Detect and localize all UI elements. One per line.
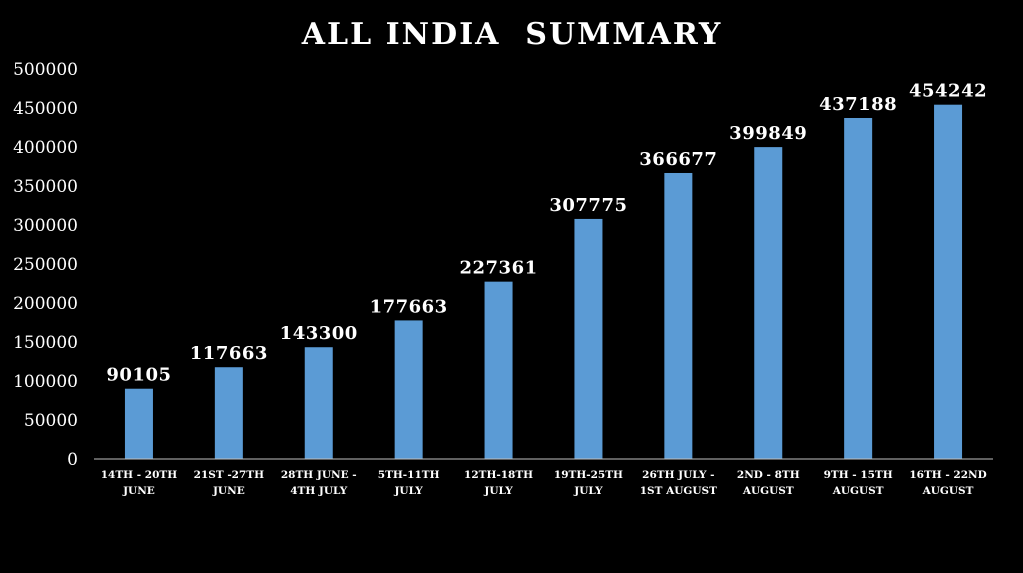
- x-tick-label: JULY: [483, 485, 513, 497]
- x-tick-label: 4TH JULY: [290, 485, 348, 497]
- x-tick-label: 5TH-11TH: [378, 469, 440, 481]
- x-tick-label: 28TH JUNE -: [281, 469, 357, 481]
- x-tick-label: 2ND - 8TH: [737, 469, 800, 481]
- x-axis: 14TH - 20TH JUNE 21ST -27TH JUNE 28TH JUNE -…: [94, 458, 993, 497]
- bar: [394, 320, 423, 459]
- bar: [214, 367, 243, 459]
- chart-title: ALL INDIA SUMMARY: [301, 17, 723, 52]
- data-label: 366677: [639, 149, 717, 170]
- x-tick-label: AUGUST: [742, 485, 794, 497]
- x-tick-label: 14TH - 20TH: [101, 469, 177, 481]
- y-axis: 0 50000 100000 150000 200000 250000 300000 3500…: [13, 60, 78, 470]
- x-tick-label: AUGUST: [832, 485, 884, 497]
- bar: [844, 117, 873, 460]
- y-tick-label: 500000: [13, 60, 78, 80]
- bar: [934, 104, 963, 460]
- bar: [484, 281, 513, 459]
- y-tick-label: 400000: [13, 138, 78, 158]
- x-tick-label: 26TH JULY -: [642, 469, 714, 481]
- data-label: 454242: [909, 81, 987, 102]
- y-tick-label: 0: [67, 450, 78, 470]
- data-label: 117663: [190, 343, 268, 364]
- x-tick-label: 9TH - 15TH: [824, 469, 893, 481]
- data-labels: 90105 117663 143300 177663 227361 307775 36667…: [106, 81, 987, 386]
- bar: [664, 172, 693, 459]
- y-tick-label: 350000: [13, 177, 78, 197]
- bar: [124, 388, 153, 459]
- x-tick-label: JUNE: [212, 485, 245, 497]
- x-tick-label: 1ST AUGUST: [640, 485, 717, 497]
- y-tick-label: 150000: [13, 333, 78, 353]
- data-label: 90105: [106, 365, 171, 386]
- x-tick-label: AUGUST: [922, 485, 974, 497]
- x-tick-label: 16TH - 22ND: [909, 469, 986, 481]
- bar: [754, 147, 783, 459]
- y-tick-label: 200000: [13, 294, 78, 314]
- bars: [124, 104, 963, 460]
- y-tick-label: 50000: [24, 411, 78, 431]
- y-tick-label: 100000: [13, 372, 78, 392]
- data-label: 143300: [280, 323, 358, 344]
- x-tick-label: 21ST -27TH: [194, 469, 264, 481]
- data-label: 307775: [549, 195, 627, 216]
- x-tick-label: 19TH-25TH: [554, 469, 623, 481]
- data-label: 437188: [819, 94, 897, 115]
- y-tick-label: 300000: [13, 216, 78, 236]
- bar: [574, 218, 603, 459]
- x-tick-label: JULY: [573, 485, 603, 497]
- data-label: 227361: [459, 258, 537, 279]
- y-tick-label: 250000: [13, 255, 78, 275]
- data-label: 399849: [729, 123, 807, 144]
- data-label: 177663: [370, 296, 448, 317]
- x-tick-label: 12TH-18TH: [464, 469, 533, 481]
- bar: [304, 347, 333, 459]
- x-tick-label: JUNE: [122, 485, 155, 497]
- x-tick-label: JULY: [393, 485, 423, 497]
- y-tick-label: 450000: [13, 99, 78, 119]
